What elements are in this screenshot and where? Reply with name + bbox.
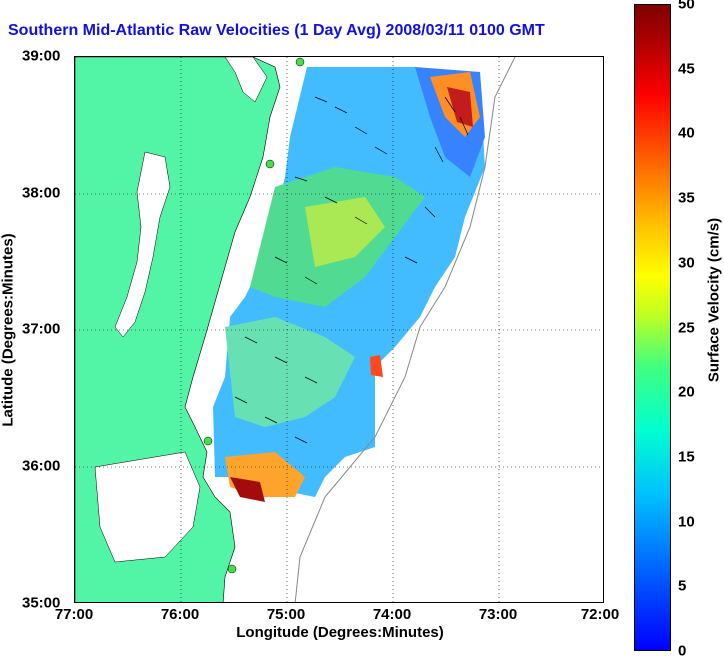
grid-lines xyxy=(75,57,603,602)
colorbar-tick-label: 40 xyxy=(678,124,695,142)
radar-site-marker xyxy=(227,564,237,574)
x-tick-label: 74:00 xyxy=(372,606,412,623)
colorbar-tick-label: 25 xyxy=(678,319,695,336)
chesapeake-bay xyxy=(114,151,171,338)
colorbar-tick-label: 10 xyxy=(678,513,695,531)
bathymetry-contour xyxy=(294,57,516,602)
x-tick-label: 77:00 xyxy=(54,606,94,623)
velocity-map-svg xyxy=(75,57,603,602)
map-plot-area xyxy=(74,56,604,603)
colorbar-tick-label: 35 xyxy=(678,189,695,207)
radar-site-marker xyxy=(295,57,305,67)
velocity-arrows xyxy=(234,96,469,444)
colorbar-tick-label: 20 xyxy=(678,383,695,401)
y-tick-label: 37:00 xyxy=(22,320,61,338)
velocity-field xyxy=(213,67,485,502)
radar-site-marker xyxy=(203,436,213,446)
x-tick-label: 76:00 xyxy=(160,606,200,623)
delaware-bay xyxy=(224,57,268,103)
colorbar-label: Surface Velocity (cm/s) xyxy=(705,217,723,383)
colorbar xyxy=(634,4,671,651)
colorbar-tick-label: 45 xyxy=(678,60,695,78)
x-axis-label: Longitude (Degrees:Minutes) xyxy=(236,624,444,641)
x-tick-label: 73:00 xyxy=(478,606,518,623)
y-tick-label: 38:00 xyxy=(22,184,61,202)
y-tick-label: 39:00 xyxy=(22,47,61,65)
colorbar-tick-label: 5 xyxy=(678,577,687,595)
y-tick-label: 35:00 xyxy=(22,594,61,612)
colorbar-tick-label: 50 xyxy=(678,0,695,13)
y-axis-label: Latitude (Degrees:Minutes) xyxy=(0,233,17,427)
x-tick-label: 72:00 xyxy=(580,606,620,623)
x-tick-label: 75:00 xyxy=(266,606,306,623)
radar-site-marker xyxy=(265,159,275,169)
map-title: Southern Mid-Atlantic Raw Velocities (1 … xyxy=(8,22,545,39)
y-tick-label: 36:00 xyxy=(22,457,61,475)
colorbar-tick-label: 0 xyxy=(678,642,687,660)
colorbar-tick-label: 15 xyxy=(678,448,695,466)
pamlico-sound xyxy=(94,451,201,563)
colorbar-tick-label: 30 xyxy=(678,254,695,272)
